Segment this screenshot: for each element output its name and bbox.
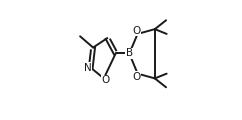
Text: N: N [84,63,92,73]
Text: O: O [132,72,141,82]
Text: B: B [126,48,133,58]
Text: O: O [101,75,110,85]
Text: O: O [132,26,141,36]
